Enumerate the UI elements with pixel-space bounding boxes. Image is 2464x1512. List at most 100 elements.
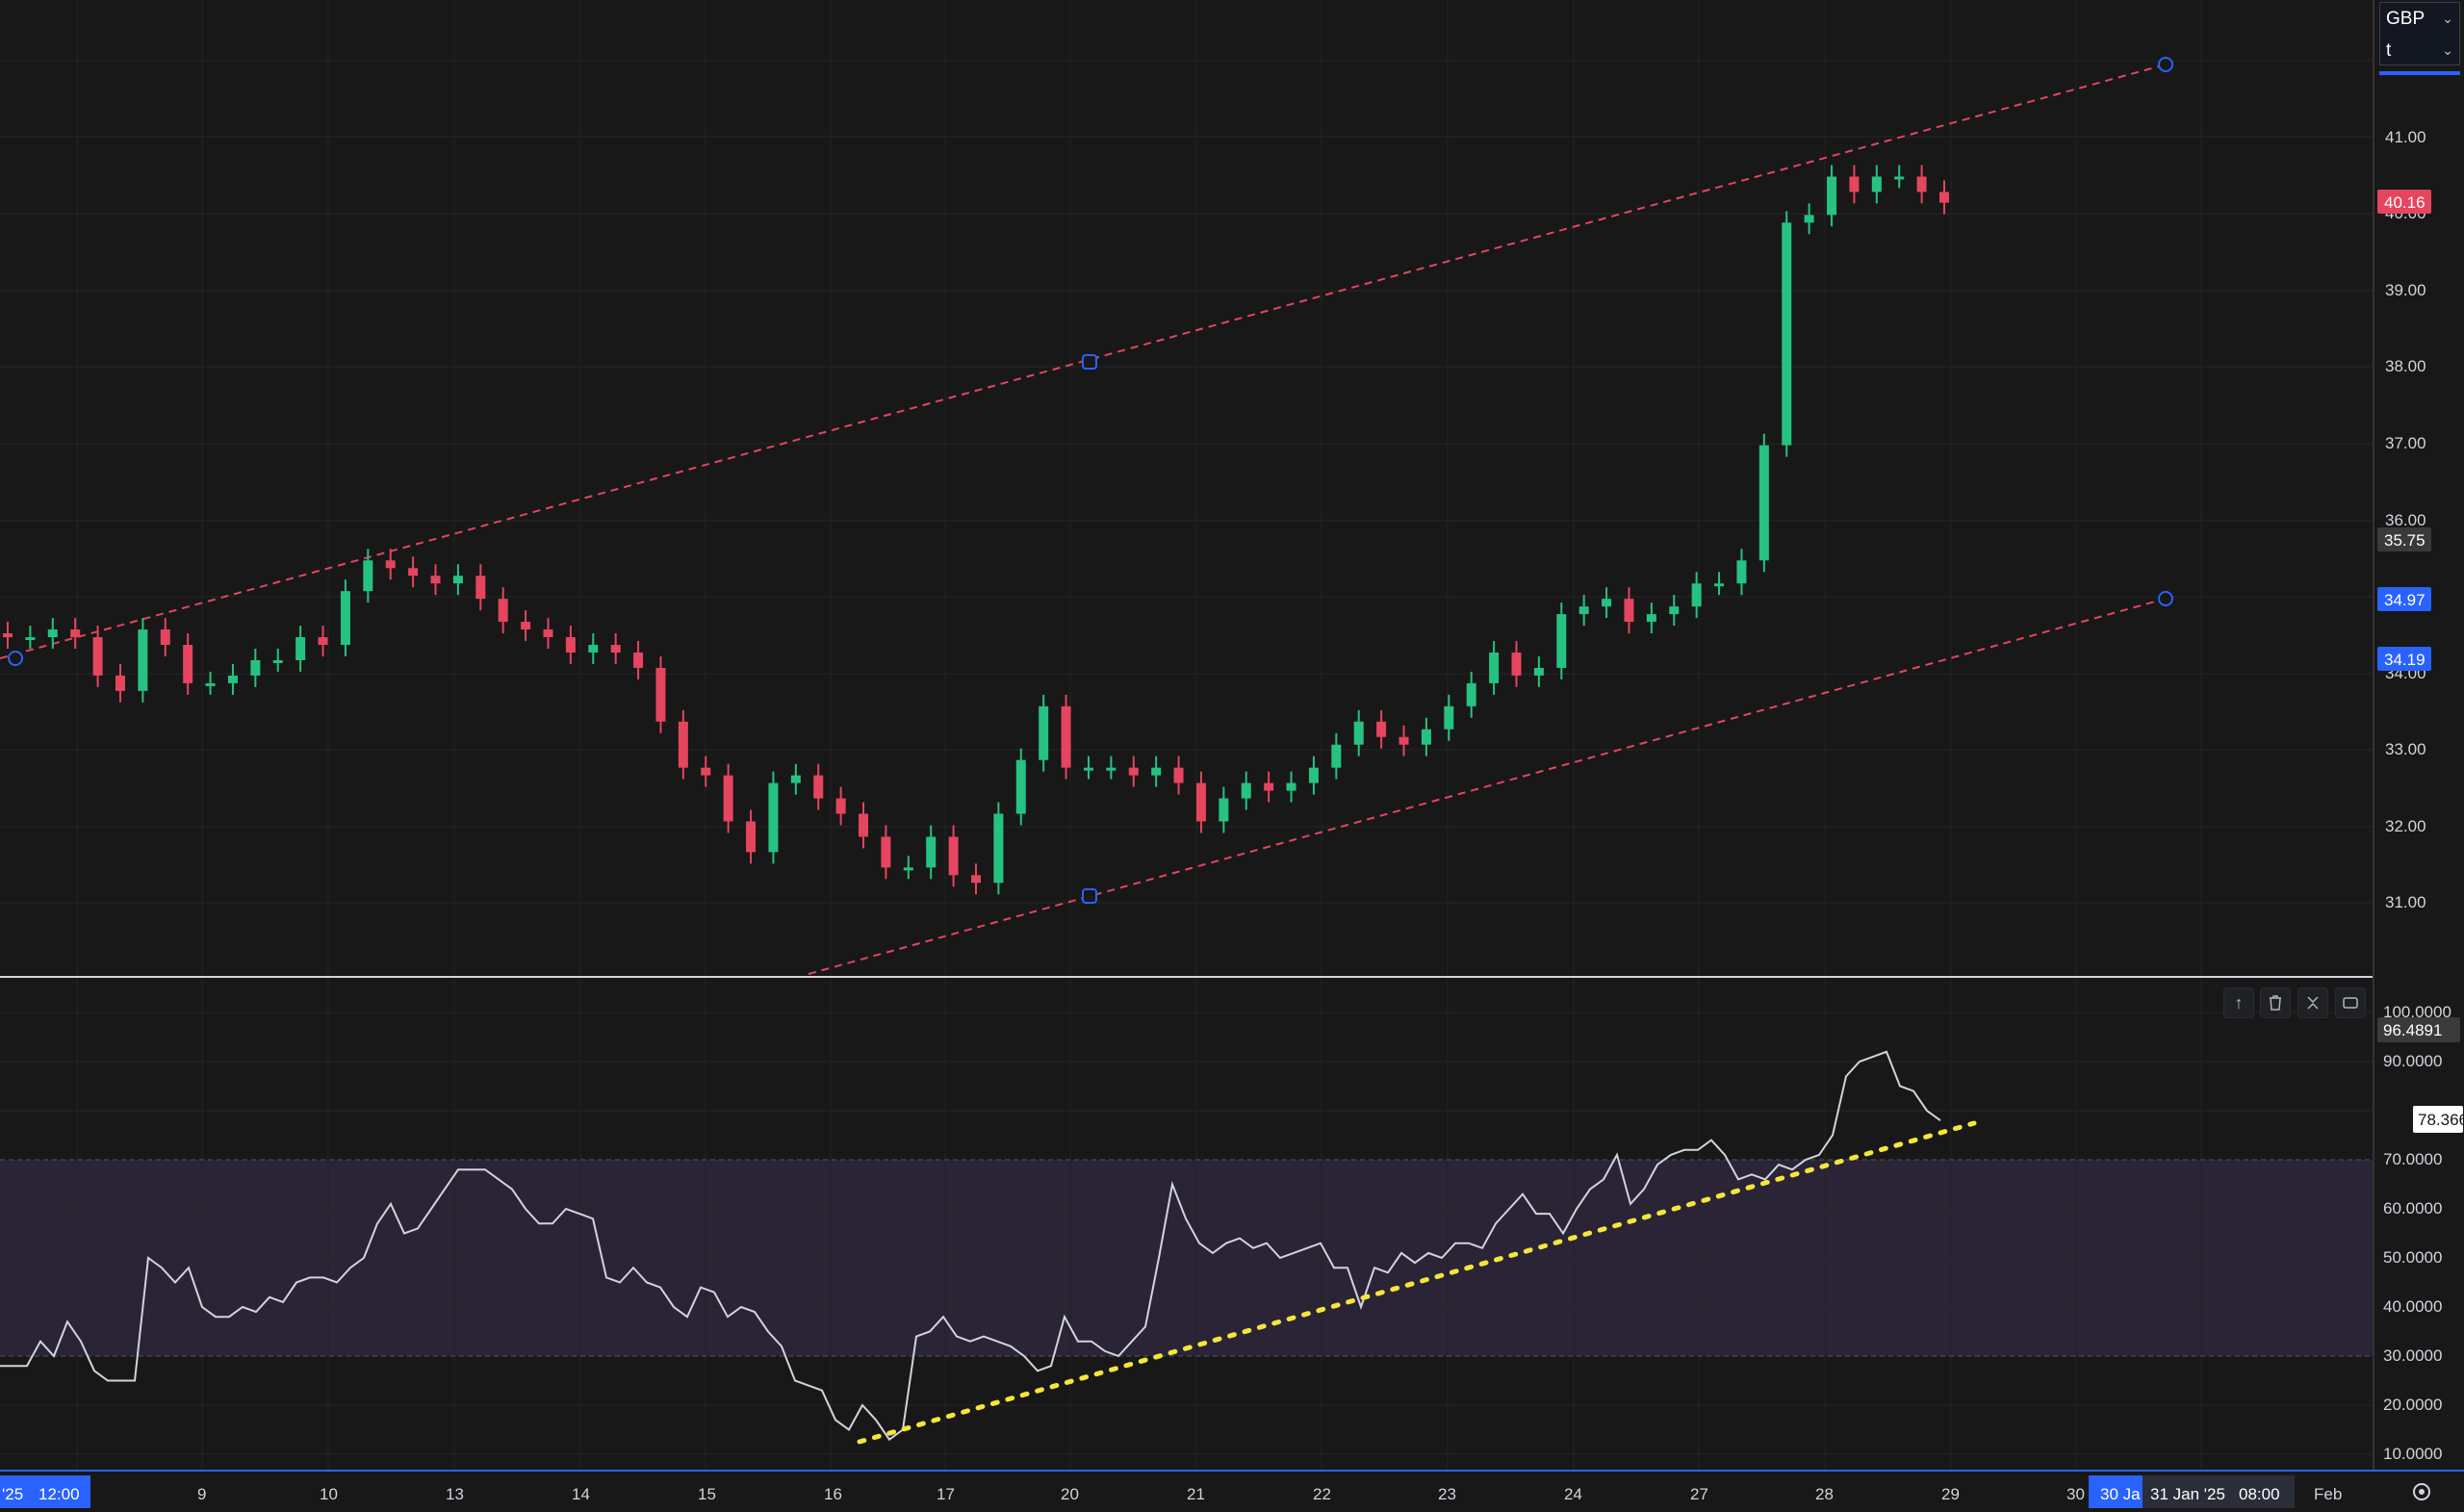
rsi-tick: 70.0000 xyxy=(2383,1150,2442,1168)
candle-up xyxy=(1804,215,1814,223)
candle-up xyxy=(1894,176,1905,180)
candle-down xyxy=(160,629,170,646)
candle-down xyxy=(543,629,553,638)
time-cursor-time: 08:00 xyxy=(2239,1485,2280,1503)
rsi-tick: 20.0000 xyxy=(2383,1396,2442,1414)
candle-up xyxy=(250,659,261,676)
candle-down xyxy=(1128,767,1139,776)
price-mark-b xyxy=(2377,587,2431,611)
chevron-down-icon: ⌄ xyxy=(2442,42,2453,58)
candle-down xyxy=(385,560,396,569)
time-tick: 22 xyxy=(1313,1485,1331,1503)
last-price-badge xyxy=(2377,190,2431,214)
candle-up xyxy=(1533,667,1544,676)
price-tick: 33.00 xyxy=(2385,740,2426,758)
candle-up xyxy=(363,560,373,592)
settings-icon[interactable] xyxy=(2413,1483,2430,1500)
time-tick: 27 xyxy=(1690,1485,1708,1503)
candle-up xyxy=(205,682,216,686)
time-tick: Feb xyxy=(2314,1485,2342,1503)
candle-up xyxy=(1736,560,1747,584)
candle-up xyxy=(1489,652,1500,683)
candle-up xyxy=(1669,606,1680,615)
candle-up xyxy=(1106,767,1116,771)
candle-up xyxy=(926,836,937,868)
vertical-grid xyxy=(76,0,2202,1471)
time-tick: 20 xyxy=(1061,1485,1079,1503)
secondary-dropdown[interactable]: t ⌄ xyxy=(2380,35,2459,66)
collapse-icon xyxy=(2307,996,2319,1010)
time-cursor-date: 31 Jan '25 xyxy=(2150,1485,2225,1503)
candle-down xyxy=(678,721,688,768)
candle-up xyxy=(1714,583,1725,587)
candle-up xyxy=(1556,614,1567,668)
candle-down xyxy=(859,813,869,837)
candle-down xyxy=(475,576,486,600)
candle-up xyxy=(272,659,283,663)
move-pane-up-button[interactable]: ↑ xyxy=(2223,987,2254,1018)
time-axis[interactable] xyxy=(0,1471,2464,1512)
candle-down xyxy=(1173,767,1184,783)
currency-dropdown[interactable]: GBP ⌄ xyxy=(2380,3,2459,35)
time-tick: 17 xyxy=(937,1485,955,1503)
rsi-tick: 50.0000 xyxy=(2383,1248,2442,1267)
channel-handle-mid[interactable] xyxy=(1082,354,1097,370)
candle-down xyxy=(835,798,846,814)
price-tick: 32.00 xyxy=(2385,817,2426,835)
channel-handle-low[interactable] xyxy=(1082,888,1097,904)
candle-down xyxy=(1061,705,1071,768)
time-tick: 16 xyxy=(824,1485,842,1503)
rsi-tick: 60.0000 xyxy=(2383,1199,2442,1217)
price-mark-c-text: 34.19 xyxy=(2384,651,2426,669)
candle-down xyxy=(1939,192,1949,203)
rsi-tick: 100.0000 xyxy=(2383,1003,2451,1021)
candle-up xyxy=(340,591,350,646)
currency-selector[interactable]: GBP ⌄ t ⌄ xyxy=(2379,2,2460,65)
time-tick: 15 xyxy=(698,1485,716,1503)
price-mark-b-text: 34.97 xyxy=(2384,591,2426,609)
price-tick: 31.00 xyxy=(2385,893,2426,911)
price-tick: 41.00 xyxy=(2385,128,2426,146)
channel-handle-left[interactable] xyxy=(8,651,23,666)
price-mark-a xyxy=(2377,527,2431,551)
channel-handle-upper-right[interactable] xyxy=(2158,57,2173,72)
price-tick: 37.00 xyxy=(2385,434,2426,452)
rsi-grid xyxy=(0,1012,2374,1455)
maximize-pane-button[interactable] xyxy=(2335,987,2366,1018)
time-axis-left-label: '25 xyxy=(2,1485,23,1503)
candle-up xyxy=(452,576,463,584)
candle-down xyxy=(971,875,981,884)
candle-down xyxy=(408,568,419,577)
rsi-line xyxy=(0,1050,1941,1442)
channel-lower-line[interactable] xyxy=(808,598,2167,975)
candle-down xyxy=(813,775,824,799)
time-tick: 21 xyxy=(1187,1485,1205,1503)
maximize-icon xyxy=(2343,997,2358,1009)
price-mark-a-text: 35.75 xyxy=(2384,531,2426,550)
candle-down xyxy=(1264,782,1274,791)
candle-up xyxy=(1331,744,1342,768)
time-tick: 14 xyxy=(572,1485,590,1503)
collapse-pane-button[interactable] xyxy=(2297,987,2328,1018)
candle-down xyxy=(183,645,193,683)
rsi-value-a-text: 96.4891 xyxy=(2383,1021,2442,1039)
channel-handle-lower-right[interactable] xyxy=(2158,591,2173,606)
delete-pane-button[interactable] xyxy=(2260,987,2291,1018)
time-cursor-label-bg xyxy=(2089,1475,2143,1508)
candle-down xyxy=(1849,176,1860,192)
candle-up xyxy=(1758,445,1769,561)
time-tick: 23 xyxy=(1438,1485,1456,1503)
candle-up xyxy=(1602,599,1612,607)
candle-down xyxy=(1195,782,1206,822)
price-tick: 38.00 xyxy=(2385,357,2426,375)
trash-icon xyxy=(2270,995,2281,1011)
candle-down xyxy=(92,637,103,676)
candle-up xyxy=(1015,759,1026,814)
price-axis[interactable] xyxy=(2374,0,2464,1471)
candle-down xyxy=(318,637,328,646)
candle-up xyxy=(1083,767,1093,771)
candle-up xyxy=(1241,782,1251,799)
candle-up xyxy=(790,775,801,783)
candle-down xyxy=(565,637,576,653)
